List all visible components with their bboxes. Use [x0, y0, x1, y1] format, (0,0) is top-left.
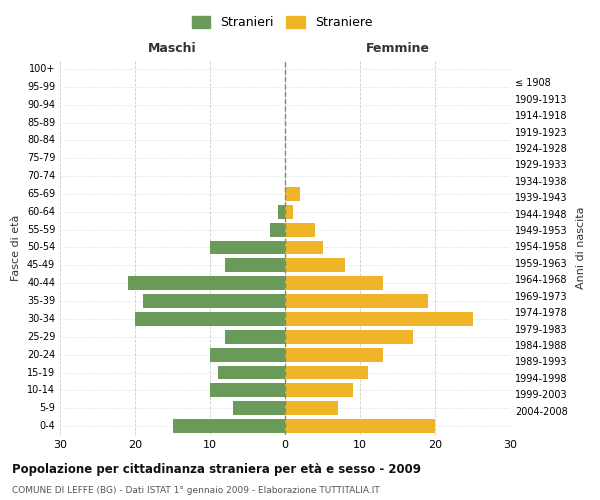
Text: Femmine: Femmine [365, 42, 430, 54]
Bar [285, 187, 300, 201]
Bar [225, 258, 285, 272]
Bar [143, 294, 285, 308]
Bar [210, 240, 285, 254]
Bar [173, 419, 285, 433]
Bar [285, 276, 383, 290]
Bar [285, 222, 315, 236]
Bar [210, 384, 285, 398]
Y-axis label: Fasce di età: Fasce di età [11, 214, 21, 280]
Bar [285, 401, 337, 415]
Bar [285, 240, 323, 254]
Bar [270, 222, 285, 236]
Bar [285, 330, 413, 344]
Legend: Stranieri, Straniere: Stranieri, Straniere [187, 11, 377, 34]
Bar [135, 312, 285, 326]
Bar [128, 276, 285, 290]
Text: Maschi: Maschi [148, 42, 197, 54]
Bar [285, 419, 435, 433]
Bar [210, 348, 285, 362]
Bar [285, 294, 427, 308]
Bar [285, 348, 383, 362]
Text: COMUNE DI LEFFE (BG) - Dati ISTAT 1° gennaio 2009 - Elaborazione TUTTITALIA.IT: COMUNE DI LEFFE (BG) - Dati ISTAT 1° gen… [12, 486, 380, 495]
Bar [233, 401, 285, 415]
Bar [218, 366, 285, 380]
Text: Popolazione per cittadinanza straniera per età e sesso - 2009: Popolazione per cittadinanza straniera p… [12, 462, 421, 475]
Y-axis label: Anni di nascita: Anni di nascita [576, 206, 586, 289]
Bar [285, 312, 473, 326]
Bar [285, 258, 345, 272]
Bar [285, 384, 353, 398]
Bar [285, 205, 293, 219]
Bar [285, 366, 367, 380]
Bar [225, 330, 285, 344]
Bar [277, 205, 285, 219]
